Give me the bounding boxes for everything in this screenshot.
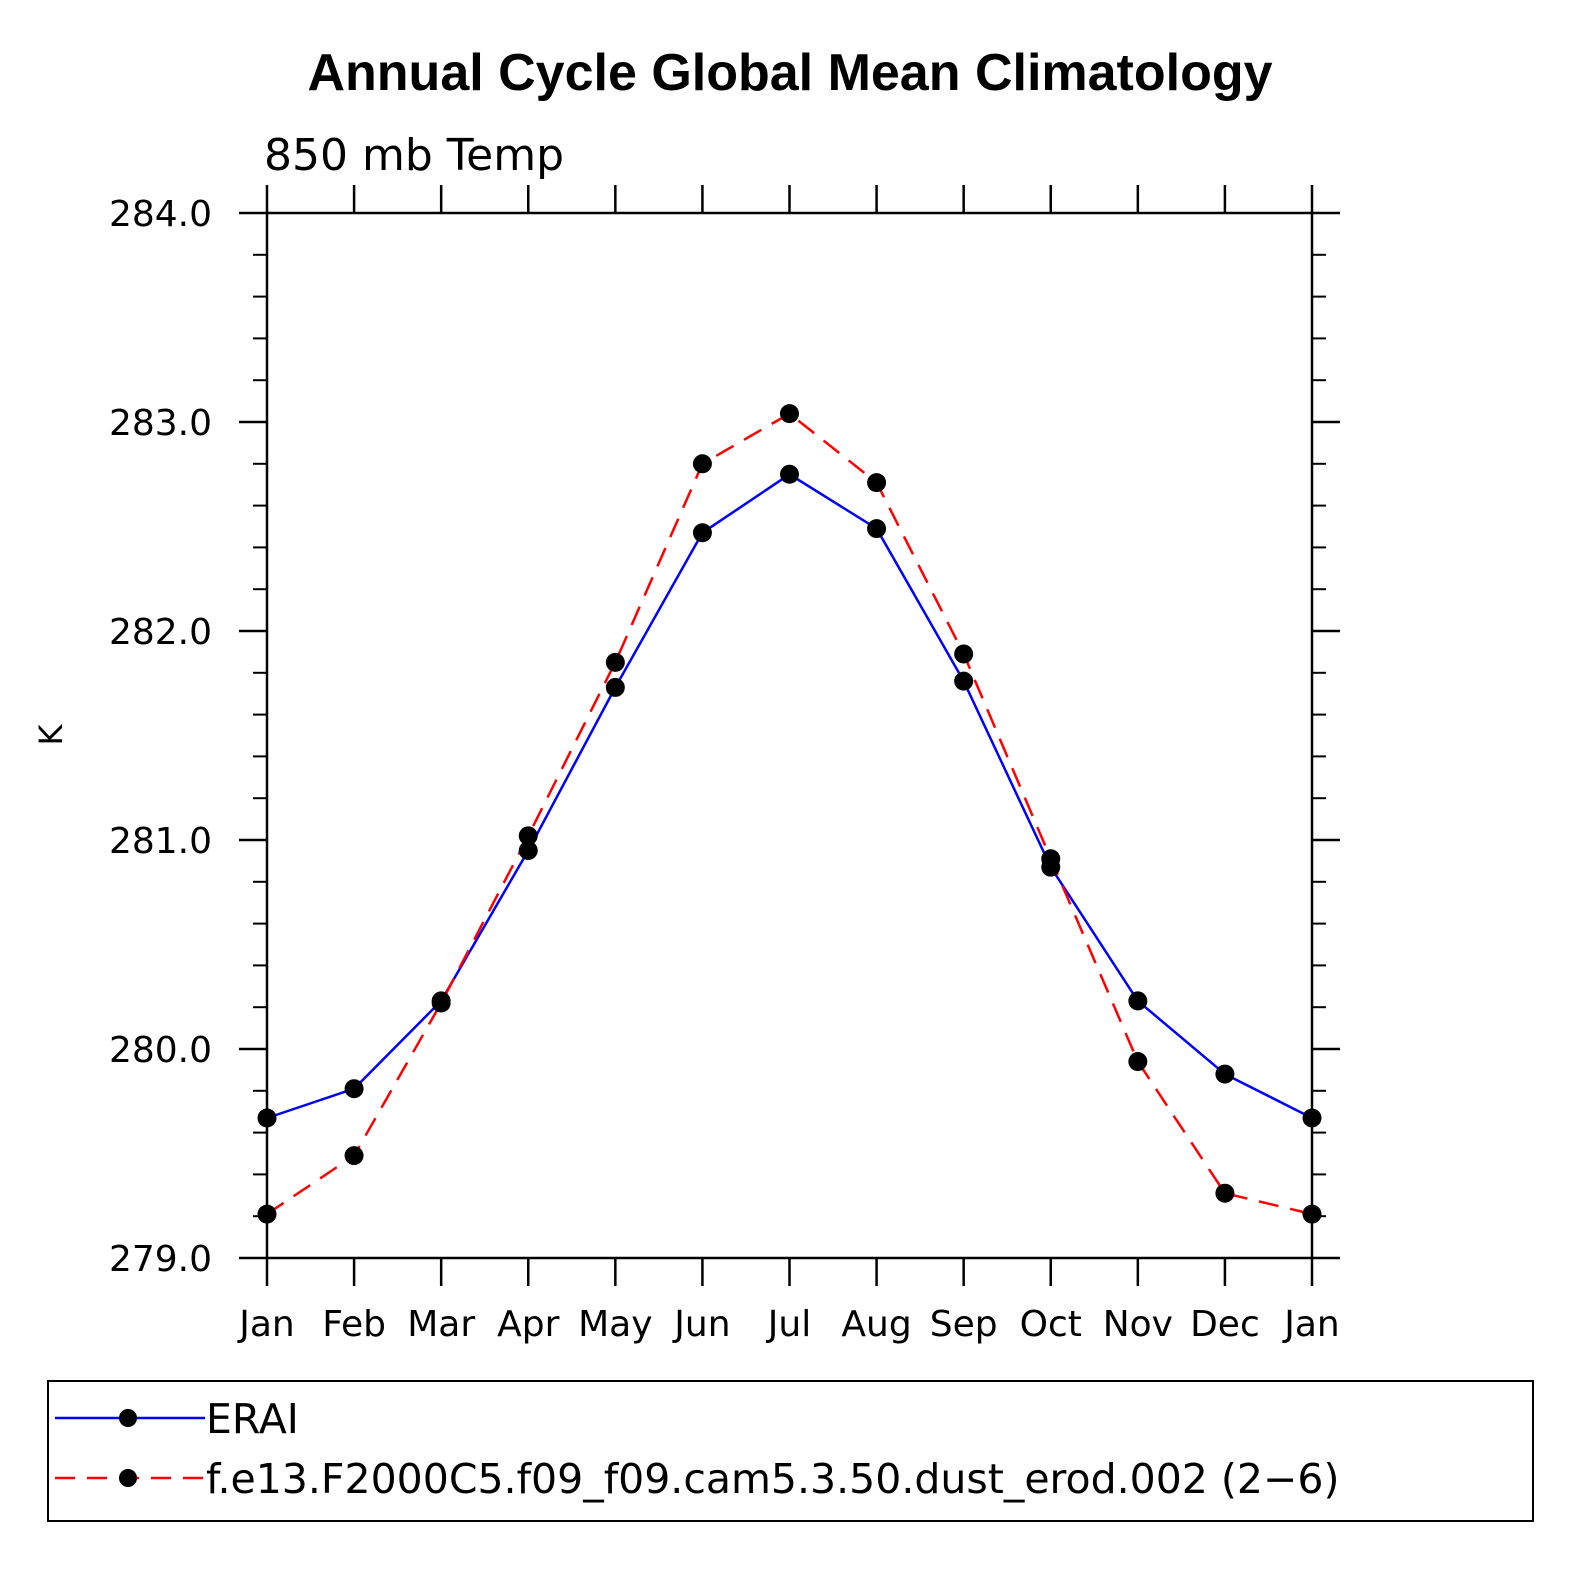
x-tick-label: Jan [1282, 1304, 1340, 1345]
x-tick-label: Apr [497, 1304, 559, 1345]
series-layer [257, 404, 1322, 1224]
series-line-1 [266, 412, 1313, 1216]
data-point-s1-0 [257, 1204, 277, 1224]
data-point-s0-4 [605, 677, 625, 697]
legend-label-erai: ERAI [206, 1395, 299, 1443]
data-point-s1-7 [867, 473, 887, 493]
data-point-s1-11 [1215, 1183, 1235, 1203]
data-point-s0-8 [954, 671, 974, 691]
x-tick-label: Jan [237, 1304, 295, 1345]
legend-marker-model [119, 1469, 137, 1487]
data-point-s1-6 [780, 404, 799, 424]
x-tick-label: Dec [1190, 1304, 1260, 1345]
data-point-s0-10 [1128, 991, 1148, 1011]
y-tick-label: 280.0 [109, 1030, 212, 1071]
data-point-s0-5 [692, 523, 712, 543]
data-point-s0-12 [1302, 1108, 1322, 1128]
data-point-s1-10 [1128, 1052, 1148, 1072]
data-point-s1-9 [1041, 849, 1061, 869]
x-tick-label: Jul [766, 1304, 811, 1345]
axis-ticks [239, 185, 1340, 1286]
legend-label-model: f.e13.F2000C5.f09_f09.cam5.3.50.dust_ero… [206, 1455, 1339, 1503]
data-point-s0-1 [344, 1079, 364, 1099]
data-point-s1-1 [344, 1146, 364, 1166]
data-point-s0-11 [1215, 1064, 1235, 1084]
y-tick-label: 284.0 [109, 194, 212, 235]
x-tick-label: Feb [322, 1304, 386, 1345]
legend-box [47, 1380, 1534, 1522]
y-tick-labels: 279.0 280.0 281.0 282.0 283.0 284.0 [109, 194, 212, 1280]
plot-frame [265, 211, 1314, 1260]
chart-subtitle: 850 mb Temp [264, 130, 564, 181]
data-point-s1-5 [692, 454, 712, 474]
data-point-s0-6 [780, 464, 799, 484]
data-point-s0-7 [867, 519, 887, 539]
legend: ERAI f.e13.F2000C5.f09_f09.cam5.3.50.dus… [47, 1380, 1534, 1522]
data-point-s1-3 [518, 826, 538, 846]
data-point-s1-2 [431, 993, 451, 1013]
y-axis-label: K [32, 723, 70, 745]
x-tick-label: Nov [1103, 1304, 1173, 1345]
x-tick-label: Sep [930, 1304, 998, 1345]
y-tick-label: 282.0 [109, 612, 212, 653]
series-line-0 [266, 472, 1313, 1120]
x-tick-labels: Jan Feb Mar Apr May Jun Jul Aug Sep Oct Nov Dec Jan [237, 1304, 1340, 1345]
x-tick-label: Oct [1020, 1304, 1082, 1345]
data-point-s0-3 [518, 840, 538, 860]
data-point-s1-8 [954, 644, 974, 664]
legend-marker-erai [119, 1409, 137, 1427]
x-tick-label: Mar [407, 1304, 475, 1345]
y-tick-label: 281.0 [109, 821, 212, 862]
x-tick-label: May [578, 1304, 652, 1345]
y-tick-label: 283.0 [109, 403, 212, 444]
x-tick-label: Jun [672, 1304, 730, 1345]
data-point-s1-4 [605, 652, 625, 672]
chart-title: Annual Cycle Global Mean Climatology [307, 44, 1272, 102]
data-point-s1-12 [1302, 1204, 1322, 1224]
x-tick-label: Aug [841, 1304, 911, 1345]
y-tick-label: 279.0 [109, 1239, 212, 1280]
data-point-s0-0 [257, 1108, 277, 1128]
